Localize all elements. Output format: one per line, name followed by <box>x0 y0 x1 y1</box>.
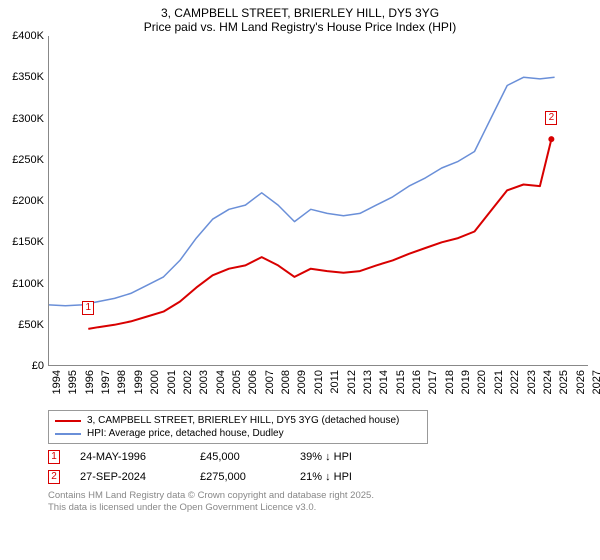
y-axis: £0£50K£100K£150K£200K£250K£300K£350K£400… <box>0 36 48 366</box>
chart-marker-2: 2 <box>545 111 557 125</box>
record-row: 2 27-SEP-2024 £275,000 21% ↓ HPI <box>48 470 600 484</box>
x-tick-label: 2011 <box>329 370 341 394</box>
x-tick-label: 1994 <box>51 370 63 394</box>
x-tick-label: 2027 <box>591 370 600 394</box>
title-line-2: Price paid vs. HM Land Registry's House … <box>0 20 600 34</box>
x-tick-label: 2023 <box>526 370 538 394</box>
title-block: 3, CAMPBELL STREET, BRIERLEY HILL, DY5 3… <box>0 0 600 36</box>
y-tick-label: £150K <box>12 236 44 248</box>
legend-label: HPI: Average price, detached house, Dudl… <box>87 428 284 439</box>
chart-area: £0£50K£100K£150K£200K£250K£300K£350K£400… <box>0 36 600 406</box>
x-tick-label: 1999 <box>133 370 145 394</box>
y-tick-label: £350K <box>12 71 44 83</box>
x-tick-label: 2003 <box>198 370 210 394</box>
x-tick-label: 1998 <box>116 370 128 394</box>
x-tick-label: 2014 <box>378 370 390 394</box>
x-tick-label: 2002 <box>182 370 194 394</box>
record-row: 1 24-MAY-1996 £45,000 39% ↓ HPI <box>48 450 600 464</box>
legend-swatch <box>55 433 81 435</box>
record-marker-1: 1 <box>48 450 60 464</box>
x-tick-label: 1995 <box>67 370 79 394</box>
x-tick-label: 2000 <box>149 370 161 394</box>
plot-area: 12 <box>48 36 588 366</box>
x-tick-label: 2010 <box>313 370 325 394</box>
legend-label: 3, CAMPBELL STREET, BRIERLEY HILL, DY5 3… <box>87 415 399 426</box>
y-tick-label: £400K <box>12 30 44 42</box>
x-tick-label: 2017 <box>427 370 439 394</box>
x-tick-label: 1996 <box>84 370 96 394</box>
x-tick-label: 2021 <box>493 370 505 394</box>
record-price: £275,000 <box>200 471 280 483</box>
x-tick-label: 2016 <box>411 370 423 394</box>
footer-line-1: Contains HM Land Registry data © Crown c… <box>48 490 600 502</box>
chart-marker-1: 1 <box>82 301 94 315</box>
record-diff: 21% ↓ HPI <box>300 471 390 483</box>
x-tick-label: 2013 <box>362 370 374 394</box>
x-tick-label: 2012 <box>346 370 358 394</box>
record-date: 27-SEP-2024 <box>80 471 180 483</box>
x-tick-label: 2004 <box>215 370 227 394</box>
x-tick-label: 2019 <box>460 370 472 394</box>
y-tick-label: £250K <box>12 154 44 166</box>
x-tick-label: 2018 <box>444 370 456 394</box>
record-price: £45,000 <box>200 451 280 463</box>
legend-row: 3, CAMPBELL STREET, BRIERLEY HILL, DY5 3… <box>55 414 421 427</box>
x-tick-label: 2006 <box>247 370 259 394</box>
records-table: 1 24-MAY-1996 £45,000 39% ↓ HPI 2 27-SEP-2024… <box>48 450 600 484</box>
chart-container: 3, CAMPBELL STREET, BRIERLEY HILL, DY5 3… <box>0 0 600 560</box>
x-tick-label: 2020 <box>476 370 488 394</box>
footer-line-2: This data is licensed under the Open Gov… <box>48 502 600 514</box>
legend-box: 3, CAMPBELL STREET, BRIERLEY HILL, DY5 3… <box>48 410 428 444</box>
x-tick-label: 2005 <box>231 370 243 394</box>
x-axis: 1994 1995 1996 1997 1998 1999 2000 2001 2002 2003… <box>48 368 588 406</box>
x-tick-label: 2022 <box>509 370 521 394</box>
record-date: 24-MAY-1996 <box>80 451 180 463</box>
x-tick-label: 2025 <box>558 370 570 394</box>
record-marker-2: 2 <box>48 470 60 484</box>
x-tick-label: 2024 <box>542 370 554 394</box>
x-tick-label: 2009 <box>296 370 308 394</box>
x-tick-label: 2026 <box>575 370 587 394</box>
y-tick-label: £0 <box>32 360 44 372</box>
x-tick-label: 2008 <box>280 370 292 394</box>
legend-swatch <box>55 420 81 422</box>
x-tick-label: 2001 <box>166 370 178 394</box>
y-tick-label: £50K <box>18 319 44 331</box>
title-line-1: 3, CAMPBELL STREET, BRIERLEY HILL, DY5 3… <box>0 6 600 20</box>
record-diff: 39% ↓ HPI <box>300 451 390 463</box>
y-tick-label: £300K <box>12 113 44 125</box>
legend-row: HPI: Average price, detached house, Dudl… <box>55 427 421 440</box>
x-tick-label: 2007 <box>264 370 276 394</box>
x-tick-label: 1997 <box>100 370 112 394</box>
x-tick-label: 2015 <box>395 370 407 394</box>
y-tick-label: £100K <box>12 278 44 290</box>
plot-svg <box>49 36 589 366</box>
footer-attribution: Contains HM Land Registry data © Crown c… <box>48 490 600 515</box>
y-tick-label: £200K <box>12 195 44 207</box>
